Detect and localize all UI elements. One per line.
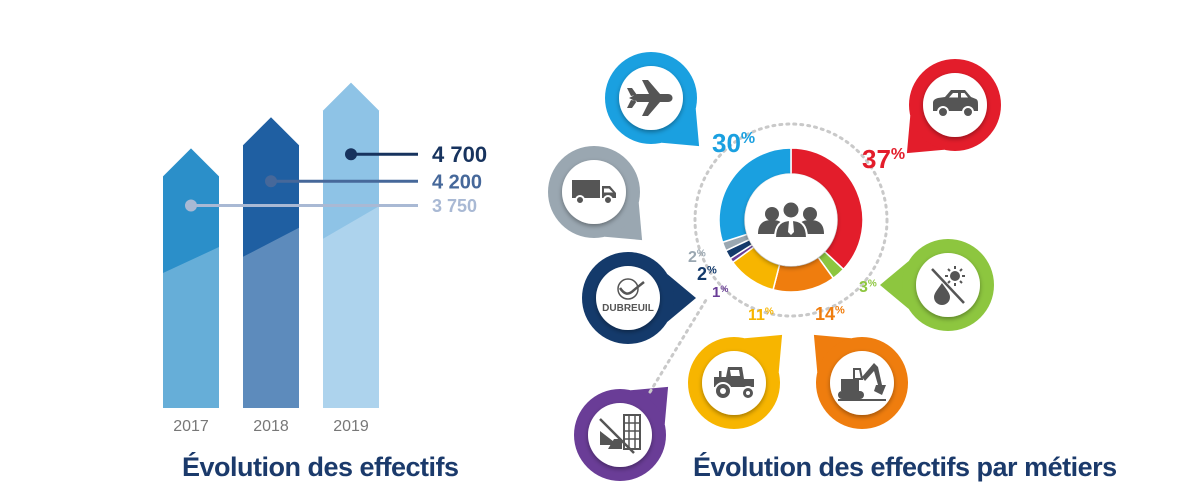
bar-shade-2018 (243, 227, 299, 408)
slice-percent-label: 2% (697, 264, 717, 284)
excavator-bubble (813, 334, 908, 429)
bubble-face (830, 351, 894, 415)
bar-chart-title: Évolution des effectifs (182, 452, 459, 482)
airplane-bubble (605, 52, 700, 147)
bubble-face (588, 403, 652, 467)
bar-shade-2019 (323, 206, 379, 408)
slice-percent-label: 37% (862, 144, 905, 174)
data-label: 3 750 (432, 196, 477, 216)
bubble-face (596, 266, 660, 330)
slice-percent-label: 30% (712, 128, 755, 158)
data-label: 4 700 (432, 142, 487, 167)
building-bubble (574, 386, 669, 481)
tractor-bubble (688, 334, 783, 429)
slice-percent-label: 2% (688, 248, 706, 266)
car-bubble (906, 59, 1001, 154)
value-leader-dot (265, 175, 277, 188)
dubreuil-logo-text: DUBREUIL (602, 303, 654, 314)
dotted-orbit (693, 122, 889, 318)
value-leader-dot (345, 148, 357, 161)
truck-bubble (548, 146, 643, 241)
slice-percent-label: 11% (748, 306, 774, 324)
slice-airplane (718, 147, 792, 244)
bar-2017 (163, 148, 219, 408)
bubble-tail (667, 273, 696, 323)
bar-2019 (323, 82, 379, 408)
bar-chart-effectifs: 2017 2018 2019 3 750 4 200 4 700 (163, 82, 487, 435)
slice-percent-label: 14% (815, 304, 845, 324)
x-tick-label: 2017 (173, 418, 209, 435)
slice-percent-label: 3% (859, 278, 877, 296)
donut-chart-title: Évolution des effectifs par métiers (693, 452, 1117, 482)
value-leader-dot (185, 199, 197, 212)
x-tick-label: 2018 (253, 418, 289, 435)
bar-2018 (243, 117, 299, 408)
bar-shade-2017 (163, 247, 219, 408)
dubreuil-bubble: DUBREUIL (582, 252, 696, 344)
dotted-leader (648, 298, 708, 394)
x-tick-label: 2019 (333, 418, 369, 435)
bubble-tail (880, 260, 909, 310)
sun-drop-bubble (880, 239, 994, 331)
slice-percent-label: 1% (712, 284, 728, 301)
data-label: 4 200 (432, 171, 482, 193)
